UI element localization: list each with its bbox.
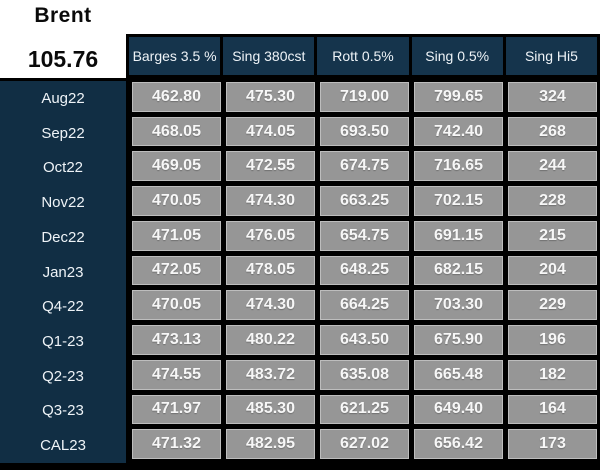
row-label-aug22: Aug22 [41, 89, 85, 107]
row-label-nov22: Nov22 [41, 194, 85, 212]
column-header-sing-hi5: Sing Hi5 [505, 37, 598, 75]
price-cell-aug22-rott-0-5: 719.00 [320, 82, 409, 112]
price-cell-aug22-sing-0-5: 799.65 [414, 82, 503, 112]
row-label-dec22: Dec22 [41, 228, 85, 246]
price-cell-q3-23-sing-0-5: 649.40 [414, 394, 503, 425]
price-cell-dec22-sing-0-5: 691.15 [414, 220, 503, 251]
price-cell-q4-22-barges-3-5: 470.05 [132, 290, 221, 321]
price-cell-nov22-barges-3-5: 470.05 [132, 186, 221, 216]
price-cell-cal23-barges-3-5: 471.32 [132, 429, 221, 459]
price-cell-jan23-sing-0-5: 682.15 [414, 255, 503, 286]
price-cell-q1-23-sing-380cst: 480.22 [226, 325, 315, 355]
column-header-sing-380cst: Sing 380cst [223, 37, 315, 75]
row-label-q1-23: Q1-23 [42, 333, 84, 350]
price-cell-jan23-rott-0-5: 648.25 [320, 255, 409, 286]
price-grid: 462.80 475.30 719.00 799.65 324 468.05 474.05 6… [129, 78, 600, 463]
row-label-cal23: CAL23 [40, 437, 86, 455]
column-header-barges-3-5: Barges 3.5 % [129, 37, 221, 75]
price-cell-q2-23-rott-0-5: 635.08 [320, 359, 409, 390]
table-body: Aug22 Sep22 Oct22 Nov22 Dec22 Jan23 Q4-22 Q1-23… [0, 78, 600, 463]
price-cell-sep22-sing-hi5: 268 [508, 116, 597, 147]
price-cell-q1-23-sing-0-5: 675.90 [414, 325, 503, 355]
brent-label: Brent [34, 4, 92, 27]
price-cell-aug22-sing-hi5: 324 [508, 82, 597, 112]
column-header-sing-0-5: Sing 0.5% [411, 37, 503, 75]
price-cell-dec22-barges-3-5: 471.05 [132, 220, 221, 251]
price-cell-oct22-sing-380cst: 472.55 [226, 151, 315, 182]
row-label-sep22: Sep22 [41, 124, 85, 142]
price-cell-sep22-sing-380cst: 474.05 [226, 116, 315, 147]
price-cell-jan23-sing-380cst: 478.05 [226, 255, 315, 286]
price-cell-aug22-sing-380cst: 475.30 [226, 82, 315, 112]
row-label-q3-23: Q3-23 [42, 402, 84, 420]
price-cell-dec22-sing-380cst: 476.05 [226, 220, 315, 251]
price-cell-oct22-rott-0-5: 674.75 [320, 151, 409, 182]
price-cell-jan23-barges-3-5: 472.05 [132, 255, 221, 286]
price-cell-nov22-sing-0-5: 702.15 [414, 186, 503, 216]
price-cell-q2-23-barges-3-5: 474.55 [132, 359, 221, 390]
price-cell-q3-23-sing-380cst: 485.30 [226, 394, 315, 425]
brent-summary: Brent 105.76 [0, 0, 126, 78]
price-cell-cal23-rott-0-5: 627.02 [320, 429, 409, 459]
price-cell-q3-23-barges-3-5: 471.97 [132, 394, 221, 425]
price-cell-oct22-sing-0-5: 716.65 [414, 151, 503, 182]
price-cell-q2-23-sing-0-5: 665.48 [414, 359, 503, 390]
price-cell-oct22-barges-3-5: 469.05 [132, 151, 221, 182]
row-label-q2-23: Q2-23 [42, 367, 84, 385]
price-cell-dec22-rott-0-5: 654.75 [320, 220, 409, 251]
price-cell-q2-23-sing-380cst: 483.72 [226, 359, 315, 390]
price-cell-q3-23-sing-hi5: 164 [508, 394, 597, 425]
price-cell-q1-23-sing-hi5: 196 [508, 325, 597, 355]
top-band: Brent 105.76 Barges 3.5 % Sing 380cst Rott… [0, 0, 600, 78]
price-cell-nov22-sing-380cst: 474.30 [226, 186, 315, 216]
price-cell-q2-23-sing-hi5: 182 [508, 359, 597, 390]
price-cell-q1-23-rott-0-5: 643.50 [320, 325, 409, 355]
price-cell-q4-22-sing-380cst: 474.30 [226, 290, 315, 321]
price-cell-q1-23-barges-3-5: 473.13 [132, 325, 221, 355]
row-label-jan23: Jan23 [42, 263, 84, 281]
price-cell-q4-22-sing-0-5: 703.30 [414, 290, 503, 321]
price-cell-dec22-sing-hi5: 215 [508, 220, 597, 251]
row-label-q4-22: Q4-22 [42, 298, 84, 316]
bottom-border [0, 463, 600, 470]
row-label-oct22: Oct22 [42, 159, 84, 177]
price-cell-nov22-rott-0-5: 663.25 [320, 186, 409, 216]
price-cell-sep22-sing-0-5: 742.40 [414, 116, 503, 147]
row-label-column: Aug22 Sep22 Oct22 Nov22 Dec22 Jan23 Q4-22 Q1-23… [0, 78, 129, 463]
price-cell-jan23-sing-hi5: 204 [508, 255, 597, 286]
price-cell-cal23-sing-380cst: 482.95 [226, 429, 315, 459]
price-cell-sep22-barges-3-5: 468.05 [132, 116, 221, 147]
price-cell-cal23-sing-0-5: 656.42 [414, 429, 503, 459]
price-cell-oct22-sing-hi5: 244 [508, 151, 597, 182]
price-cell-q4-22-sing-hi5: 229 [508, 290, 597, 321]
price-cell-aug22-barges-3-5: 462.80 [132, 82, 221, 112]
price-cell-nov22-sing-hi5: 228 [508, 186, 597, 216]
brent-value: 105.76 [27, 46, 99, 72]
price-cell-q3-23-rott-0-5: 621.25 [320, 394, 409, 425]
column-header-rott-0-5: Rott 0.5% [317, 37, 409, 75]
column-header-row: Barges 3.5 % Sing 380cst Rott 0.5% Sing 0.5… [126, 34, 600, 78]
price-cell-sep22-rott-0-5: 693.50 [320, 116, 409, 147]
price-cell-q4-22-rott-0-5: 664.25 [320, 290, 409, 321]
price-cell-cal23-sing-hi5: 173 [508, 429, 597, 459]
